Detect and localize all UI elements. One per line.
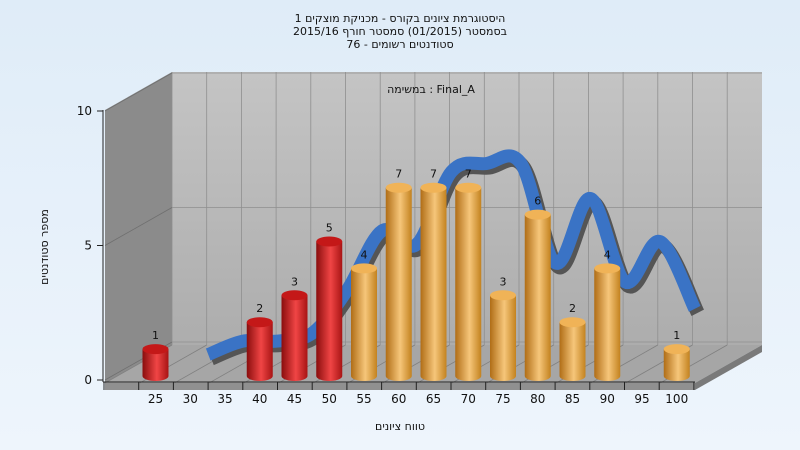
- bar: 3: [490, 275, 516, 381]
- bar: 4: [351, 248, 377, 381]
- x-tick-label: 30: [183, 392, 198, 406]
- bar-top: [559, 317, 586, 328]
- bar: 2: [246, 302, 273, 382]
- grid-line-side: [104, 207, 173, 246]
- y-tick-label: 0: [84, 373, 92, 387]
- floor-side-edge: [695, 345, 762, 390]
- x-tick-label: 70: [461, 392, 476, 406]
- y-tick-label: 5: [84, 239, 92, 253]
- bar: 1: [663, 329, 690, 382]
- bar-top: [524, 209, 551, 220]
- chart-subtitle: במשימה : Final_A: [387, 83, 475, 96]
- bar-body: [316, 241, 343, 382]
- bar-top: [351, 263, 377, 274]
- bar: 7: [385, 168, 412, 382]
- bar: 3: [281, 275, 308, 382]
- x-tick-label: 45: [287, 392, 302, 406]
- bar: 2: [559, 302, 586, 382]
- bar-top: [281, 290, 308, 301]
- bar-top: [246, 317, 273, 328]
- bar-value-label: 3: [291, 275, 298, 288]
- bar-value-label: 6: [534, 195, 541, 208]
- bar-value-label: 7: [465, 168, 472, 181]
- y-tick-label: 10: [77, 104, 92, 118]
- bar: 7: [420, 168, 447, 382]
- x-tick-label: 50: [322, 392, 337, 406]
- x-tick-label: 40: [252, 392, 267, 406]
- bar-body: [594, 268, 621, 382]
- x-tick-label: 25: [148, 392, 163, 406]
- bar-top: [420, 182, 447, 193]
- bar-body: [351, 268, 377, 381]
- bar-value-label: 4: [604, 248, 611, 261]
- x-tick-label: 100: [665, 392, 688, 406]
- x-tick-label: 55: [356, 392, 371, 406]
- bar-top: [385, 182, 412, 193]
- bar-value-label: 2: [569, 302, 576, 315]
- bar-top: [316, 236, 343, 247]
- floor-front-edge: [105, 383, 695, 390]
- bar-value-label: 1: [673, 329, 680, 342]
- x-axis-title: טווח ציונים: [375, 420, 425, 433]
- chart-title-line-3: סטודנטים רשומים - 76: [346, 38, 454, 51]
- x-tick-label: 75: [495, 392, 510, 406]
- x-tick-label: 80: [530, 392, 545, 406]
- x-tick-label: 90: [600, 392, 615, 406]
- bar-top: [455, 182, 482, 193]
- x-tick-label: 85: [565, 392, 580, 406]
- x-tick-label: 65: [426, 392, 441, 406]
- bar-value-label: 3: [500, 275, 507, 288]
- bar-top: [490, 290, 516, 301]
- bar-body: [524, 214, 551, 382]
- bar-value-label: 1: [152, 329, 159, 342]
- bar-value-label: 4: [361, 248, 368, 261]
- bar-body: [559, 322, 586, 382]
- bar-top: [594, 263, 621, 274]
- bar: 7: [455, 168, 482, 382]
- bar-top: [663, 344, 690, 355]
- side-wall: [105, 72, 172, 383]
- bar-top: [142, 344, 169, 355]
- grid-line-side: [104, 72, 173, 112]
- x-tick-label: 95: [634, 392, 649, 406]
- bar: 6: [524, 195, 551, 382]
- bar-body: [455, 187, 482, 382]
- bar-value-label: 7: [395, 168, 402, 181]
- bar-value-label: 2: [256, 302, 263, 315]
- chart-title-line-1: היסטוגרמת ציונים בקורס - מכניקת מוצקים 1: [294, 12, 506, 25]
- chart-title-line-2: בסמסטר (01/2015) סמסטר חורף 2015/16: [293, 25, 507, 38]
- bar-body: [490, 295, 516, 381]
- x-tick-label: 35: [217, 392, 232, 406]
- bar-body: [663, 349, 690, 382]
- bar-body: [142, 349, 169, 382]
- bar: 4: [594, 248, 621, 382]
- bar-body: [281, 295, 308, 382]
- bar-body: [420, 187, 447, 382]
- x-tick-label: 60: [391, 392, 406, 406]
- bar: 5: [316, 222, 343, 382]
- bar-value-label: 7: [430, 168, 437, 181]
- bar-body: [385, 187, 412, 382]
- bar: 1: [142, 329, 169, 382]
- y-axis-title: מספר סטודנטים: [38, 209, 51, 285]
- bar-body: [246, 322, 273, 382]
- bar-value-label: 5: [326, 222, 333, 235]
